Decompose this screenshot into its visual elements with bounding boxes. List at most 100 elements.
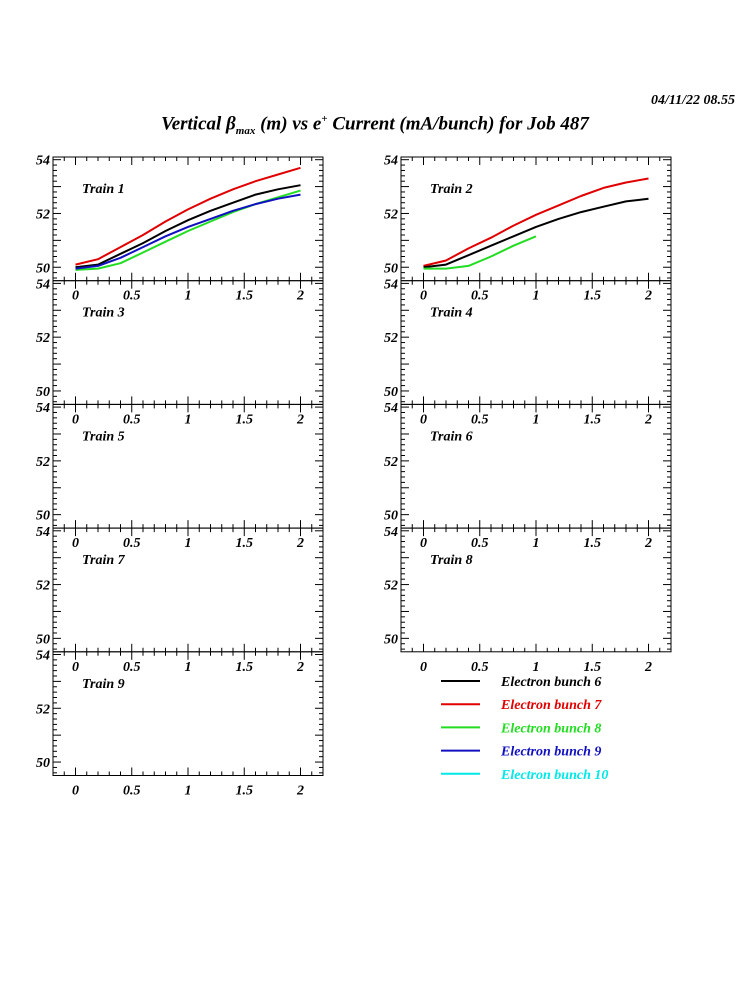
panel-train-2-xtick-label: 0.5 <box>471 289 489 304</box>
panel-train-9-ytick-label: 50 <box>36 756 50 771</box>
panel-train-6-xtick-label: 0.5 <box>471 536 489 551</box>
panel-train-7-xtick-label: 2 <box>296 660 304 675</box>
title-beta: β <box>226 113 236 135</box>
panel-train-6-xtick-label: 0 <box>420 536 427 551</box>
panel-train-8-label: Train 8 <box>430 553 473 568</box>
panel-train-1-series-electron-bunch-9 <box>75 193 301 270</box>
panel-train-7-ytick-label: 54 <box>36 525 50 540</box>
panel-train-1-series-electron-bunch-6 <box>75 184 301 269</box>
panel-train-2-ytick-label: 50 <box>384 261 398 276</box>
panel-train-1-ytick-label: 50 <box>36 261 50 276</box>
panel-train-7-ytick-label: 50 <box>36 632 50 647</box>
panel-train-6-xtick-label: 1 <box>533 536 540 551</box>
panel-train-2-ytick-label: 54 <box>384 154 398 169</box>
panel-train-1-ytick-label: 52 <box>36 207 50 222</box>
panel-train-6-ytick-label: 50 <box>384 509 398 524</box>
panel-train-5-xtick-label: 1 <box>185 536 192 551</box>
panel-train-4-xtick-label: 1 <box>533 412 540 427</box>
panel-train-1-xtick-label: 0 <box>72 289 79 304</box>
panel-train-1-xtick-label: 2 <box>296 289 304 304</box>
panel-train-9-xtick-label: 0 <box>72 784 79 799</box>
title-mid: (m) vs e <box>255 113 322 135</box>
panel-train-1-ytick-label: 54 <box>36 154 50 169</box>
panel-train-4-xtick-label: 1.5 <box>584 412 602 427</box>
panel-train-2-xtick-label: 0 <box>420 289 427 304</box>
legend-label-electron-bunch-9: Electron bunch 9 <box>500 745 601 760</box>
panel-train-9-label: Train 9 <box>82 677 125 692</box>
panel-train-8-xtick-label: 1.5 <box>584 660 602 675</box>
panel-train-6-ytick-label: 52 <box>384 455 398 470</box>
legend-label-electron-bunch-6: Electron bunch 6 <box>500 675 601 690</box>
panel-train-7-xtick-label: 0.5 <box>123 660 141 675</box>
panel-train-8-ytick-label: 54 <box>384 525 398 540</box>
chart-title: Vertical βmax (m) vs e+ Current (mA/bunc… <box>0 113 750 137</box>
panel-train-5-ytick-label: 54 <box>36 401 50 416</box>
panel-train-3-xtick-label: 2 <box>296 412 304 427</box>
panel-train-5-ytick-label: 50 <box>36 509 50 524</box>
panel-train-7-xtick-label: 1 <box>185 660 192 675</box>
panel-train-8-ytick-label: 50 <box>384 632 398 647</box>
panel-train-3-xtick-label: 1.5 <box>236 412 254 427</box>
panel-train-4-xtick-label: 0.5 <box>471 412 489 427</box>
panel-train-3-label: Train 3 <box>82 306 125 321</box>
panel-train-4-ytick-label: 50 <box>384 385 398 400</box>
panel-train-8-xtick-label: 0.5 <box>471 660 489 675</box>
panel-train-1-xtick-label: 1.5 <box>236 289 254 304</box>
panel-train-2-xtick-label: 1 <box>533 289 540 304</box>
panel-train-9-xtick-label: 2 <box>296 784 304 799</box>
panel-train-5-xtick-label: 0 <box>72 536 79 551</box>
panel-train-2-series-electron-bunch-6 <box>423 197 649 269</box>
legend-label-electron-bunch-8: Electron bunch 8 <box>500 721 601 736</box>
panel-train-9-xtick-label: 1.5 <box>236 784 254 799</box>
panel-train-9-ytick-label: 52 <box>36 702 50 717</box>
panel-train-1-xtick-label: 0.5 <box>123 289 141 304</box>
panel-train-3-xtick-label: 0.5 <box>123 412 141 427</box>
panel-train-4-ytick-label: 54 <box>384 277 398 292</box>
panel-train-5-xtick-label: 1.5 <box>236 536 254 551</box>
panel-train-4-label: Train 4 <box>430 306 473 321</box>
panel-train-3-xtick-label: 0 <box>72 412 79 427</box>
panel-train-5-ytick-label: 52 <box>36 455 50 470</box>
panel-train-8-ytick-label: 52 <box>384 579 398 594</box>
panel-train-6-xtick-label: 1.5 <box>584 536 602 551</box>
panel-train-1-label: Train 1 <box>82 182 125 197</box>
panel-train-9-ytick-label: 54 <box>36 648 50 663</box>
panel-train-4-ytick-label: 52 <box>384 331 398 346</box>
panel-train-8-xtick-label: 0 <box>420 660 427 675</box>
panel-train-1-xtick-label: 1 <box>185 289 192 304</box>
panel-train-7-xtick-label: 1.5 <box>236 660 254 675</box>
panel-train-2-ytick-label: 52 <box>384 207 398 222</box>
panel-train-2-xtick-label: 2 <box>644 289 652 304</box>
title-suffix: Current (mA/bunch) for Job 487 <box>327 113 589 135</box>
panel-train-2-series-electron-bunch-7 <box>423 177 649 267</box>
panel-train-9-xtick-label: 0.5 <box>123 784 141 799</box>
panel-train-3-ytick-label: 54 <box>36 277 50 292</box>
panel-train-6-ytick-label: 54 <box>384 401 398 416</box>
panel-train-2-label: Train 2 <box>430 182 473 197</box>
panel-train-7-xtick-label: 0 <box>72 660 79 675</box>
panel-train-5-xtick-label: 2 <box>296 536 304 551</box>
legend-label-electron-bunch-7: Electron bunch 7 <box>500 698 602 713</box>
title-prefix: Vertical <box>161 113 227 135</box>
panel-train-3-ytick-label: 52 <box>36 331 50 346</box>
panel-train-7-label: Train 7 <box>82 553 126 568</box>
title-subscript: max <box>235 125 256 138</box>
panel-train-5-label: Train 5 <box>82 429 125 444</box>
panel-train-6-xtick-label: 2 <box>644 536 652 551</box>
panel-train-8-xtick-label: 1 <box>533 660 540 675</box>
panel-train-8-xtick-label: 2 <box>644 660 652 675</box>
panel-train-2-series-electron-bunch-8 <box>423 235 537 270</box>
panel-train-3-ytick-label: 50 <box>36 385 50 400</box>
panel-train-3-xtick-label: 1 <box>185 412 192 427</box>
panel-train-6-label: Train 6 <box>430 429 473 444</box>
legend-label-electron-bunch-10: Electron bunch 10 <box>500 768 608 783</box>
timestamp: 04/11/22 08.55 <box>650 93 735 108</box>
panel-train-7-ytick-label: 52 <box>36 579 50 594</box>
panel-train-4-xtick-label: 2 <box>644 412 652 427</box>
panel-train-2-xtick-label: 1.5 <box>584 289 602 304</box>
panel-train-4-xtick-label: 0 <box>420 412 427 427</box>
panel-train-1-series-electron-bunch-7 <box>75 166 301 266</box>
panel-train-5-xtick-label: 0.5 <box>123 536 141 551</box>
panel-train-1-frame <box>52 156 324 282</box>
